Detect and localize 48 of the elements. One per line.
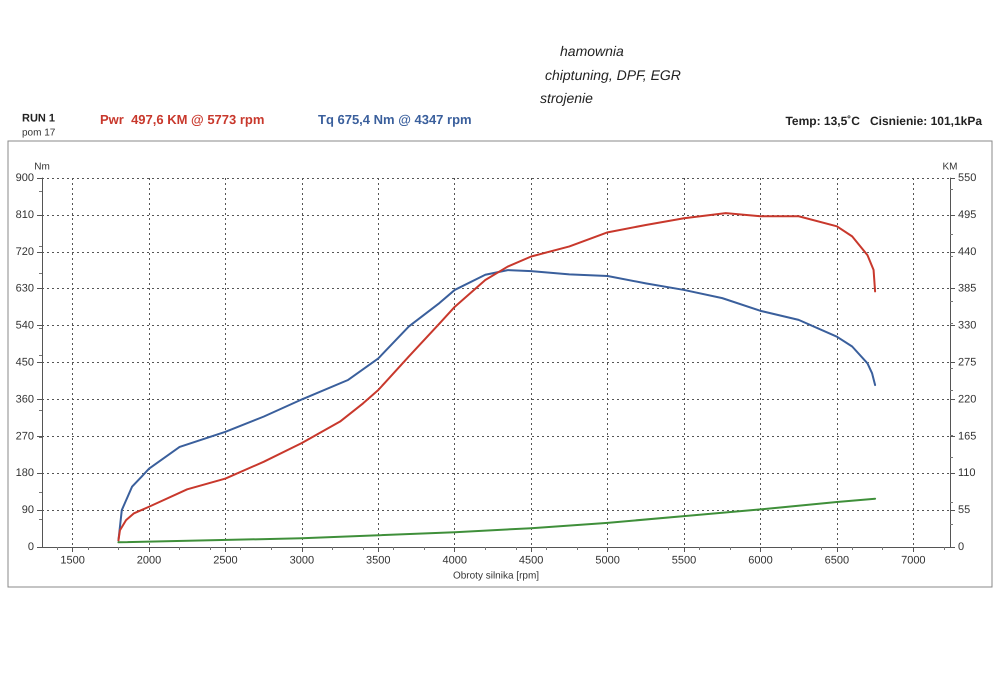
x-tick-label: 4500: [518, 554, 544, 566]
text: Temp: 13,5˚C Cisnienie: 101,1kPa: [785, 114, 982, 128]
x-tick-label: 4000: [442, 554, 467, 566]
text: hamownia: [560, 43, 624, 59]
x-tick-label: 7000: [901, 554, 926, 566]
y2-tick-label: 165: [958, 430, 976, 442]
y-tick-label: 90: [22, 504, 34, 516]
y2-tick-label: 495: [958, 208, 976, 221]
y-tick-label: 450: [16, 356, 34, 368]
y-tick-label: 810: [16, 208, 34, 221]
y2-tick-label: 550: [958, 172, 976, 184]
text: RUN 1: [22, 112, 56, 124]
y2-tick-label: 220: [958, 393, 976, 406]
text: strojenie: [540, 90, 594, 106]
y2-tick-label: 330: [958, 320, 976, 332]
x-tick-label: 2500: [213, 554, 238, 566]
y2-tick-label: 0: [958, 541, 964, 553]
x-tick-label: 6500: [824, 554, 850, 566]
y-tick-label: 0: [28, 541, 34, 553]
text: Tq 675,4 Nm @ 4347 rpm: [318, 112, 472, 127]
y2-tick-label: 110: [958, 467, 976, 480]
text: pom 17: [22, 128, 56, 138]
line-series: [117, 498, 876, 544]
y-axis-title: Nm: [34, 162, 50, 172]
y2-tick-label: 440: [958, 246, 976, 258]
x-tick-label: 1500: [60, 554, 85, 566]
y2-axis-title: KM: [942, 162, 958, 172]
line-series: [117, 212, 876, 542]
x-tick-label: 3000: [290, 554, 314, 566]
y-tick-label: 270: [16, 430, 34, 442]
y-tick-label: 720: [16, 246, 34, 258]
y2-tick-label: 55: [958, 504, 970, 516]
y-tick-label: 900: [16, 172, 34, 184]
x-tick-label: 6000: [748, 554, 773, 566]
y-tick-label: 540: [16, 320, 34, 332]
text: Pwr 497,6 KM @ 5773 rpm: [100, 112, 264, 127]
y2-tick-label: 275: [958, 356, 976, 368]
text: chiptuning, DPF, EGR: [545, 67, 681, 83]
x-tick-label: 5500: [672, 554, 696, 566]
y-tick-label: 630: [16, 282, 34, 295]
x-tick-label: 3500: [366, 554, 391, 566]
x-tick-label: 5000: [595, 554, 620, 566]
y-tick-label: 180: [16, 467, 34, 480]
line-series: [117, 269, 876, 542]
y-tick-label: 360: [16, 393, 34, 406]
y2-tick-label: 385: [958, 282, 976, 295]
x-tick-label: 2000: [136, 554, 162, 566]
x-axis-title: Obroty silnika [rpm]: [452, 570, 540, 582]
